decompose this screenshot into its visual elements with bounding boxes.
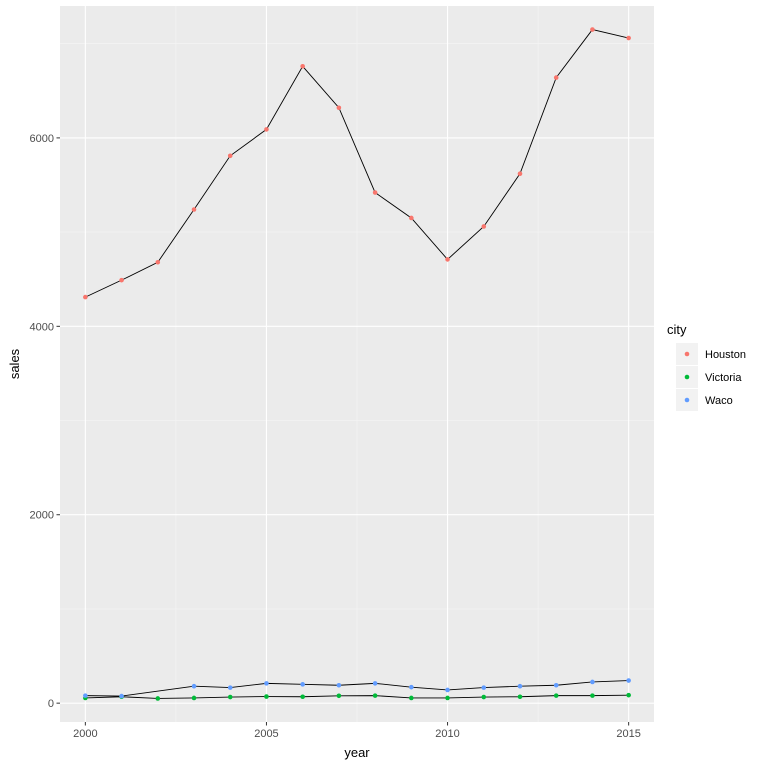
legend-item-houston: Houston [676,343,746,365]
data-point-waco [191,683,197,689]
data-point-victoria [590,693,595,698]
y-tick-label: 4000 [30,321,54,333]
data-point-waco [590,679,595,685]
data-point-waco [336,682,342,688]
data-point-waco [481,685,487,690]
y-axis: 0 2000 4000 6000 [30,133,60,710]
data-point-waco [553,682,559,688]
data-point-waco [119,693,124,699]
data-point-houston [264,127,269,132]
data-point-victoria [264,694,269,699]
data-point-houston [191,207,197,212]
legend-label: Victoria [705,372,742,384]
x-tick-label: 2010 [435,728,459,740]
x-axis-title: year [344,745,370,760]
data-point-waco [409,684,414,690]
data-point-victoria [481,694,487,700]
legend-key-point [684,397,690,403]
data-point-houston [155,259,161,265]
data-point-houston [83,294,88,300]
data-point-waco [227,685,233,690]
data-point-victoria [227,694,233,700]
data-point-houston [517,171,523,176]
legend-label: Waco [705,395,733,407]
data-point-waco [372,681,378,686]
data-point-victoria [517,694,523,700]
series-line-victoria [85,694,629,699]
x-tick-label: 2000 [73,728,97,740]
data-point-houston [553,75,559,80]
data-point-houston [336,105,342,111]
legend: city Houston Victoria Waco [667,322,746,411]
data-point-waco [264,681,269,686]
data-point-victoria [155,696,161,701]
legend-key-point [684,351,690,357]
legend-key-point [684,374,690,380]
data-point-houston [481,224,487,229]
y-tick-label: 0 [48,698,54,710]
legend-title: city [667,322,687,337]
major-gridlines [60,6,654,722]
data-point-waco [626,678,631,683]
data-point-houston [119,277,124,283]
data-point-victoria [626,692,631,698]
data-point-victoria [445,695,450,701]
legend-label: Houston [705,349,746,361]
data-point-victoria [409,695,414,701]
data-point-victoria [553,693,559,698]
data-point-waco [517,683,523,689]
data-point-victoria [372,693,378,698]
x-tick-label: 2015 [616,728,640,740]
data-point-houston [372,190,378,195]
y-axis-title: sales [7,348,22,379]
series-points [83,27,631,701]
data-point-houston [227,153,233,159]
data-point-victoria [300,694,305,700]
data-point-waco [445,687,450,693]
data-point-waco [83,693,88,698]
series-line-houston [85,29,629,298]
data-point-houston [445,257,450,262]
legend-item-victoria: Victoria [676,366,742,388]
data-point-houston [626,35,631,41]
data-point-waco [300,682,305,687]
data-point-victoria [336,693,342,699]
data-point-houston [409,215,414,221]
y-tick-label: 2000 [30,510,54,522]
y-tick-label: 6000 [30,133,54,145]
legend-item-waco: Waco [676,389,733,411]
x-tick-label: 2005 [254,728,278,740]
data-point-houston [300,63,305,69]
data-point-victoria [191,695,197,701]
data-point-houston [590,27,595,32]
x-axis: 2000 2005 2010 2015 [73,722,641,740]
